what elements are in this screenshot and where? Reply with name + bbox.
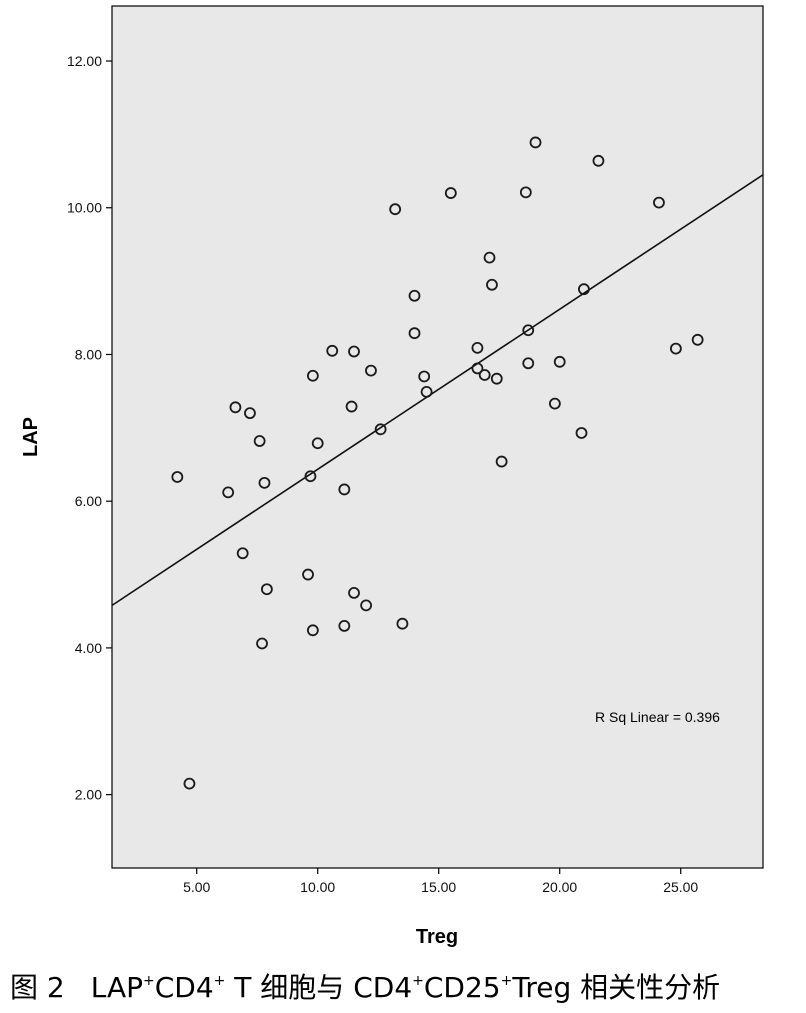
y-tick-label: 4.00 xyxy=(75,640,102,656)
y-axis-ticks: 2.00 4.00 6.00 8.00 10.00 12.00 xyxy=(67,53,112,803)
data-point xyxy=(222,486,235,499)
data-point xyxy=(490,372,503,385)
data-point xyxy=(260,583,273,596)
data-point xyxy=(669,342,682,355)
data-point xyxy=(522,357,535,370)
data-point xyxy=(311,437,324,450)
regression-line xyxy=(111,174,764,607)
x-axis-ticks: 5.00 10.00 15.00 20.00 25.00 xyxy=(183,868,698,895)
plot-area xyxy=(111,5,764,869)
data-point xyxy=(592,154,605,167)
data-point xyxy=(306,624,319,637)
data-point xyxy=(653,196,665,209)
x-axis-title: Treg xyxy=(416,926,458,948)
data-point xyxy=(229,401,242,414)
y-tick-label: 2.00 xyxy=(75,787,102,803)
x-tick-label: 15.00 xyxy=(421,879,456,895)
data-point xyxy=(183,777,196,790)
data-point xyxy=(338,620,351,632)
data-point xyxy=(302,568,314,581)
data-points xyxy=(171,136,704,790)
data-point xyxy=(478,369,491,381)
data-point xyxy=(418,370,431,383)
x-tick-label: 20.00 xyxy=(542,879,577,895)
data-point xyxy=(471,341,484,354)
data-point xyxy=(691,333,704,346)
data-point xyxy=(338,483,351,496)
r-squared-annotation: R Sq Linear = 0.396 xyxy=(595,709,720,725)
data-point xyxy=(529,136,542,149)
y-axis-title: LAP xyxy=(20,417,42,457)
data-point xyxy=(389,203,402,216)
data-point xyxy=(171,471,184,483)
data-point xyxy=(408,327,421,340)
y-tick-label: 6.00 xyxy=(75,493,102,509)
figure-caption: 图 2 LAP+CD4+ T 细胞与 CD4+CD25+Treg 相关性分析 xyxy=(10,966,800,1006)
data-point xyxy=(396,617,409,630)
data-point xyxy=(486,278,498,291)
data-point xyxy=(420,385,433,398)
data-point xyxy=(495,455,508,468)
data-point xyxy=(519,186,532,199)
caption-text-1: LAP xyxy=(90,971,143,1004)
caption-text-3: T 细胞与 CD4 xyxy=(225,971,413,1004)
data-point xyxy=(374,423,387,436)
data-point xyxy=(236,547,249,560)
x-tick-label: 25.00 xyxy=(663,879,698,895)
caption-sup-1: + xyxy=(143,973,155,989)
y-tick-label: 12.00 xyxy=(67,53,102,69)
data-point xyxy=(258,476,271,489)
data-point xyxy=(483,251,496,264)
data-point xyxy=(304,470,317,483)
data-point xyxy=(522,324,535,337)
data-point xyxy=(360,599,373,612)
data-point xyxy=(471,362,484,375)
caption-text-4: CD25 xyxy=(423,971,501,1004)
caption-figure-label: 图 2 xyxy=(10,971,65,1004)
data-point xyxy=(553,355,566,368)
y-tick-label: 10.00 xyxy=(67,200,102,216)
x-tick-label: 5.00 xyxy=(183,879,210,895)
y-tick-label: 8.00 xyxy=(75,346,102,362)
data-point xyxy=(365,364,377,377)
data-point xyxy=(345,400,358,413)
data-point xyxy=(244,407,256,420)
caption-sup-2: + xyxy=(213,973,226,989)
data-point xyxy=(306,369,319,382)
caption-sup-4: + xyxy=(500,973,513,989)
data-point xyxy=(408,289,421,302)
scatter-plot: 2.00 4.00 6.00 8.00 10.00 12.00 5.00 10.00 15.0… xyxy=(20,5,764,948)
caption-sup-3: + xyxy=(412,973,424,989)
data-point xyxy=(256,637,268,650)
x-tick-label: 10.00 xyxy=(300,879,335,895)
data-point xyxy=(326,344,339,357)
data-point xyxy=(575,427,588,439)
data-point xyxy=(444,187,457,199)
caption-text-5: Treg 相关性分析 xyxy=(512,971,721,1004)
data-point xyxy=(253,435,266,447)
data-point xyxy=(348,586,360,599)
caption-text-2: CD4 xyxy=(154,971,214,1004)
data-point xyxy=(578,283,590,296)
data-point xyxy=(348,345,360,358)
data-point xyxy=(548,397,561,410)
